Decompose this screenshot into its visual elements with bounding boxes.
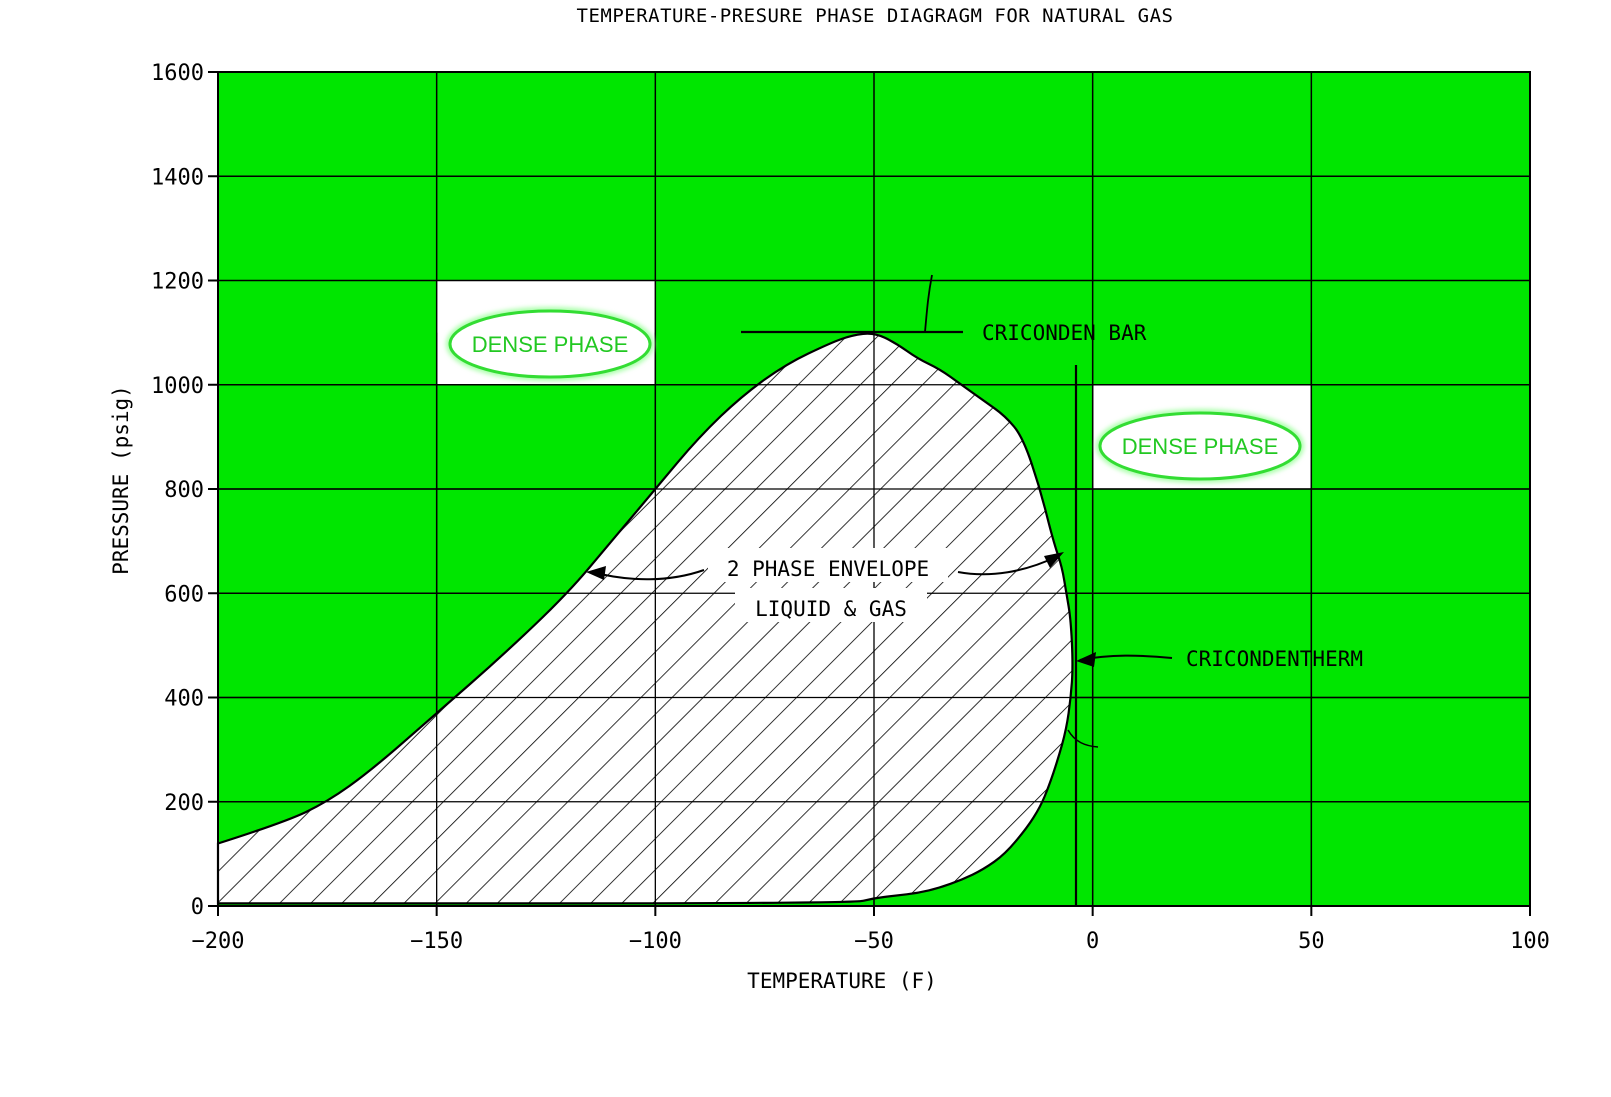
envelope-annotation: 2 PHASE ENVELOPE LIQUID & GAS (586, 548, 1064, 622)
y-tick-label: 1400 (151, 165, 204, 190)
y-axis-ticks: 0 200 400 600 800 1000 1200 1400 1600 (151, 61, 218, 920)
x-tick-label: 100 (1510, 929, 1550, 954)
y-tick-label: 1200 (151, 270, 204, 295)
label-backing (735, 588, 927, 622)
cricondentherm-annotation: CRICONDENTHERM (1067, 365, 1363, 906)
arrowhead-icon (586, 566, 606, 580)
label-ellipse (1098, 411, 1302, 481)
x-tick-label: −50 (854, 929, 894, 954)
dense-phase-label-left: DENSE PHASE (446, 307, 654, 381)
x-tick-label: −150 (410, 929, 463, 954)
cricondenbar-annotation: CRICONDEN BAR (741, 274, 1147, 345)
y-tick-label: 0 (191, 895, 204, 920)
grid-lines-over-envelope (217, 332, 1531, 906)
y-tick-label: 600 (164, 582, 204, 607)
x-axis-label: TEMPERATURE (F) (747, 969, 937, 993)
x-tick-label: −100 (629, 929, 682, 954)
dense-phase-label-right: DENSE PHASE (1096, 409, 1304, 483)
label-ellipse (448, 309, 652, 379)
y-tick-label: 1600 (151, 61, 204, 86)
x-tick-label: 50 (1298, 929, 1325, 954)
envelope-label-line1: 2 PHASE ENVELOPE (727, 557, 929, 581)
envelope-label-line2: LIQUID & GAS (755, 597, 907, 621)
cricondenbar-label: CRICONDEN BAR (982, 321, 1147, 345)
y-tick-label: 400 (164, 687, 204, 712)
dense-phase-text: DENSE PHASE (1122, 434, 1279, 459)
y-tick-label: 800 (164, 478, 204, 503)
x-tick-label: 0 (1086, 929, 1099, 954)
cricondenbar-leader (924, 274, 933, 333)
arrowhead-icon (1044, 552, 1064, 568)
cricondentherm-label: CRICONDENTHERM (1186, 647, 1363, 671)
envelope-tick-leader (1067, 729, 1099, 748)
chart-title: TEMPERATURE-PRESURE PHASE DIAGRAGM FOR N… (577, 5, 1174, 27)
y-axis-label: PRESSURE (psig) (109, 385, 133, 575)
x-tick-label: −200 (192, 929, 245, 954)
y-tick-label: 1000 (151, 374, 204, 399)
x-axis-ticks: −200 −150 −100 −50 0 50 100 (192, 906, 1550, 954)
two-phase-envelope (216, 332, 1074, 905)
dense-phase-text: DENSE PHASE (472, 332, 629, 357)
arrowhead-icon (1076, 652, 1096, 667)
label-backing (708, 548, 948, 582)
y-tick-label: 200 (164, 791, 204, 816)
